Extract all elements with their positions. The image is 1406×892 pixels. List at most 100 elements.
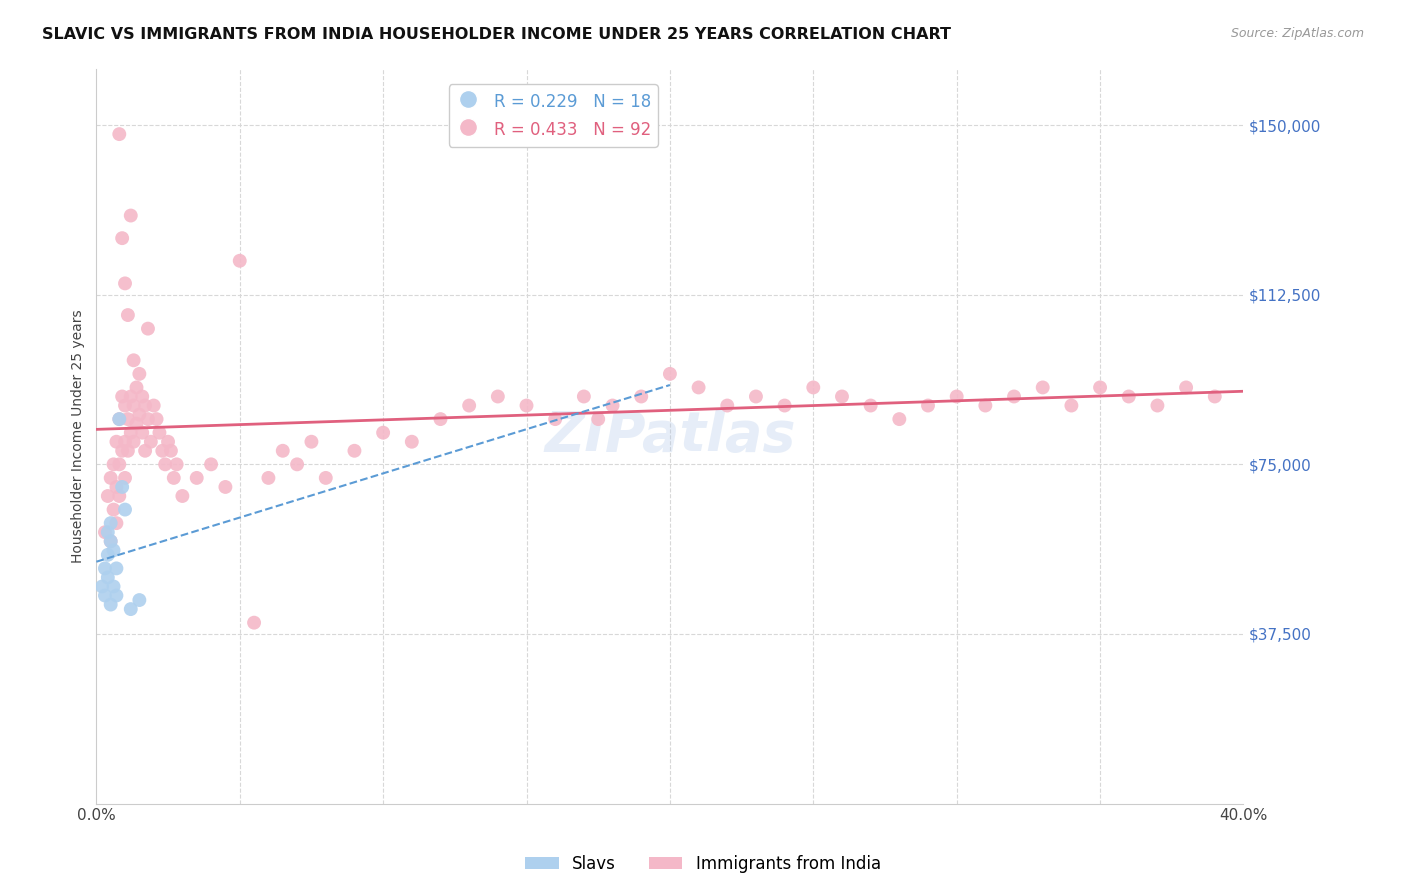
Point [105,589,128,603]
Point [97,548,120,562]
Point [716,399,738,413]
Point [114,502,136,516]
Point [243,615,266,630]
Point [125,417,148,431]
Point [172,489,194,503]
Point [1204,389,1226,403]
Point [131,389,153,403]
Point [586,412,609,426]
Point [1032,380,1054,394]
Point [945,389,967,403]
Point [153,458,176,472]
Point [111,231,134,245]
Point [859,399,882,413]
Point [120,425,142,440]
Point [97,570,120,584]
Point [100,516,122,530]
Point [94,561,117,575]
Point [103,543,125,558]
Point [145,412,167,426]
Y-axis label: Householder Income Under 25 years: Householder Income Under 25 years [72,310,86,563]
Point [111,480,134,494]
Point [148,425,170,440]
Point [108,412,131,426]
Point [128,408,150,422]
Point [429,412,451,426]
Point [136,321,159,335]
Point [658,367,681,381]
Point [131,425,153,440]
Point [136,412,159,426]
Point [134,443,156,458]
Point [630,389,652,403]
Point [100,534,122,549]
Point [103,579,125,593]
Point [111,389,134,403]
Point [97,525,120,540]
Point [134,399,156,413]
Point [343,443,366,458]
Point [974,399,997,413]
Point [100,471,122,485]
Point [917,399,939,413]
Point [114,399,136,413]
Point [108,127,131,141]
Point [111,443,134,458]
Point [125,380,148,394]
Point [163,471,186,485]
Point [117,443,139,458]
Point [105,480,128,494]
Point [105,561,128,575]
Point [186,471,208,485]
Point [458,399,481,413]
Point [122,434,145,449]
Text: SLAVIC VS IMMIGRANTS FROM INDIA HOUSEHOLDER INCOME UNDER 25 YEARS CORRELATION CH: SLAVIC VS IMMIGRANTS FROM INDIA HOUSEHOL… [42,27,952,42]
Point [1002,389,1025,403]
Point [105,516,128,530]
Point [108,489,131,503]
Point [889,412,911,426]
Point [117,308,139,322]
Point [1088,380,1111,394]
Point [117,412,139,426]
Point [114,434,136,449]
Point [108,412,131,426]
Point [122,399,145,413]
Point [371,425,394,440]
Point [688,380,710,394]
Point [94,525,117,540]
Point [229,253,252,268]
Point [166,458,188,472]
Point [214,480,236,494]
Point [100,534,122,549]
Point [103,502,125,516]
Point [160,443,183,458]
Point [120,389,142,403]
Point [602,399,624,413]
Point [801,380,824,394]
Point [114,471,136,485]
Legend: Slavs, Immigrants from India: Slavs, Immigrants from India [519,848,887,880]
Point [128,593,150,607]
Point [91,579,114,593]
Point [544,412,567,426]
Point [773,399,796,413]
Point [108,458,131,472]
Point [285,458,308,472]
Point [120,209,142,223]
Point [257,471,280,485]
Point [1175,380,1198,394]
Point [122,353,145,368]
Point [139,434,162,449]
Point [142,399,165,413]
Point [301,434,323,449]
Point [572,389,595,403]
Text: Source: ZipAtlas.com: Source: ZipAtlas.com [1230,27,1364,40]
Legend: R = 0.229   N = 18, R = 0.433   N = 92: R = 0.229 N = 18, R = 0.433 N = 92 [449,84,658,146]
Point [150,443,173,458]
Point [120,602,142,616]
Point [105,434,128,449]
Point [1146,399,1168,413]
Point [401,434,423,449]
Text: ZIPatlas: ZIPatlas [544,409,796,463]
